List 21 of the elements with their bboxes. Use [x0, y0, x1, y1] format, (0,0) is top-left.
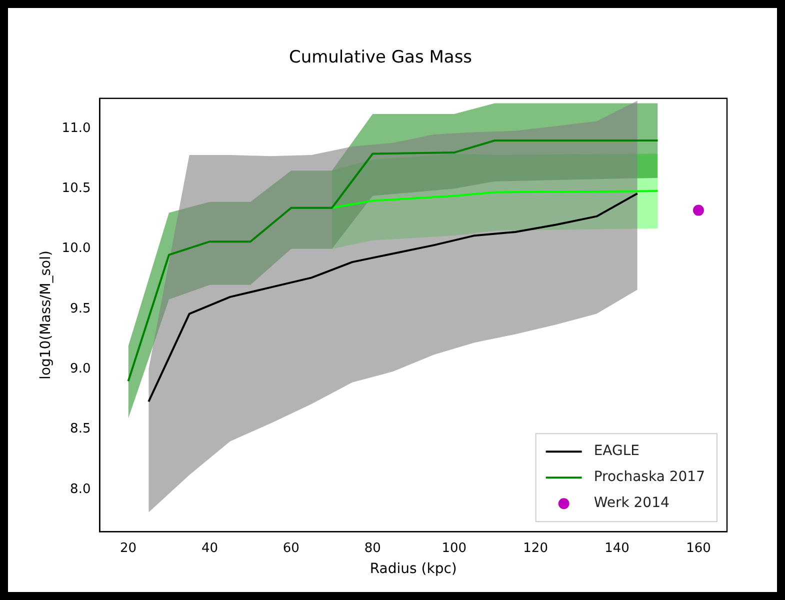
chart-title: Cumulative Gas Mass	[288, 48, 472, 68]
y-axis-title: log10(Mass/M_sol)	[38, 250, 54, 380]
x-tick-label: 140	[604, 540, 630, 556]
x-axis-title: Radius (kpc)	[370, 561, 457, 578]
legend-label: EAGLE	[594, 443, 640, 460]
y-tick-label: 9.0	[70, 362, 91, 377]
y-tick-label: 8.0	[70, 482, 91, 497]
x-tick-label: 40	[201, 540, 218, 556]
x-tick-label: 60	[282, 540, 300, 556]
y-tick-label: 8.5	[70, 422, 91, 437]
y-tick-label: 11.0	[62, 120, 91, 136]
x-tick-label: 100	[442, 540, 467, 556]
x-tick-label: 120	[523, 540, 548, 556]
x-tick-label: 80	[364, 540, 381, 556]
x-tick-label: 20	[120, 540, 137, 556]
y-tick-label: 10.0	[62, 241, 91, 256]
x-tick-label: 160	[686, 540, 711, 556]
y-tick-label: 9.5	[70, 301, 91, 316]
y-tick-label: 10.5	[62, 181, 91, 196]
legend-label: Prochaska 2017	[594, 469, 706, 486]
legend-label: Werk 2014	[594, 495, 670, 512]
